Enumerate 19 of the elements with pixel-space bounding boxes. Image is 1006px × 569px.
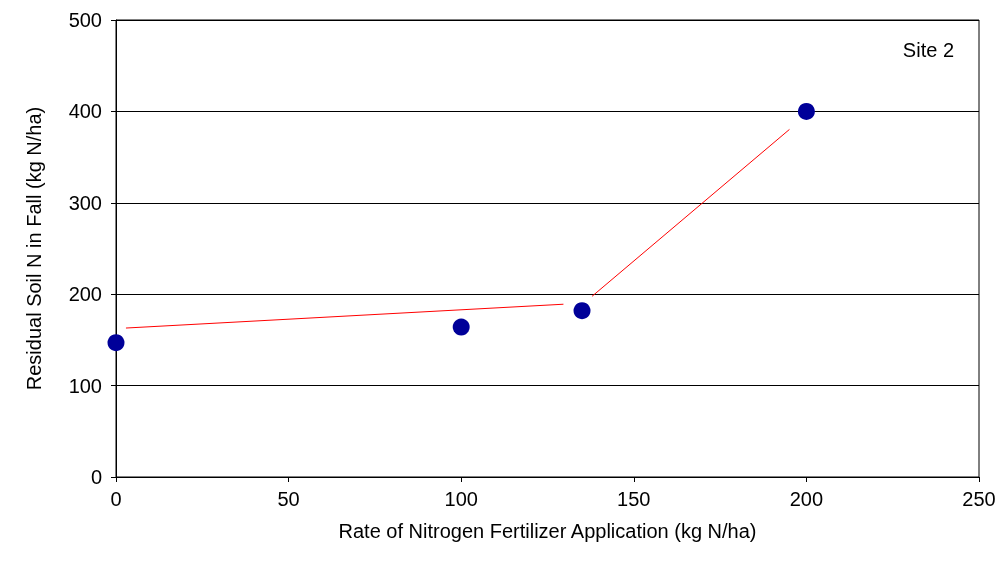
y-axis-title: Residual Soil N in Fall (kg N/ha) [23,106,45,391]
x-tick-label: 0 [110,488,122,510]
point [573,302,591,320]
annotation: Site 2 [902,39,955,61]
y-tick-label: 200 [68,283,102,306]
x-tick-label: 200 [789,488,824,510]
point [797,102,815,120]
y-tick-label: 0 [90,466,102,488]
x-tick-label: 150 [617,488,651,510]
x-tick-label: 250 [962,488,996,510]
x-tick-label: 50 [277,488,300,510]
point [107,334,125,352]
y-tick-label: 100 [68,374,102,397]
x-axis-title: Rate of Nitrogen Fertilizer Application (kg N/ha) [338,520,757,542]
point [452,318,470,336]
y-tick-label: 300 [68,191,102,214]
y-tick-label: 500 [68,9,102,31]
y-tick-label: 400 [68,100,102,123]
x-tick-label: 100 [444,488,478,510]
